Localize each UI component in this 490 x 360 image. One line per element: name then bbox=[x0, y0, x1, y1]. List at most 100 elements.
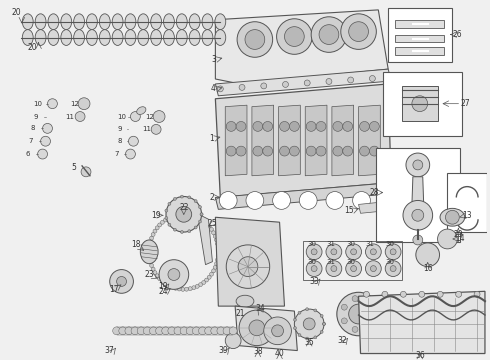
Ellipse shape bbox=[74, 14, 85, 30]
Circle shape bbox=[213, 234, 217, 238]
Circle shape bbox=[360, 146, 369, 156]
Circle shape bbox=[229, 327, 237, 335]
Ellipse shape bbox=[215, 14, 226, 30]
Text: 7: 7 bbox=[28, 138, 33, 144]
Circle shape bbox=[474, 291, 480, 297]
Circle shape bbox=[215, 262, 219, 266]
Text: 40: 40 bbox=[275, 349, 284, 358]
Circle shape bbox=[216, 242, 220, 246]
Circle shape bbox=[188, 230, 191, 233]
Circle shape bbox=[198, 327, 206, 335]
Circle shape bbox=[306, 244, 322, 260]
Circle shape bbox=[285, 27, 304, 46]
Circle shape bbox=[147, 256, 151, 260]
Text: 28: 28 bbox=[369, 188, 379, 197]
Circle shape bbox=[149, 327, 157, 335]
Ellipse shape bbox=[61, 14, 72, 30]
Circle shape bbox=[41, 136, 50, 146]
Text: 14: 14 bbox=[456, 234, 465, 243]
Circle shape bbox=[168, 202, 171, 205]
Circle shape bbox=[456, 291, 462, 297]
Circle shape bbox=[366, 261, 381, 276]
Circle shape bbox=[385, 244, 401, 260]
Text: 1: 1 bbox=[209, 134, 214, 143]
Circle shape bbox=[193, 327, 200, 335]
Text: 29: 29 bbox=[453, 230, 463, 239]
Circle shape bbox=[155, 226, 159, 230]
Text: 19: 19 bbox=[158, 282, 168, 291]
Circle shape bbox=[207, 224, 211, 228]
Circle shape bbox=[159, 260, 189, 289]
Circle shape bbox=[125, 327, 133, 335]
Circle shape bbox=[311, 17, 347, 52]
Polygon shape bbox=[332, 105, 354, 176]
Text: 24: 24 bbox=[158, 287, 168, 296]
Circle shape bbox=[406, 153, 430, 177]
Text: 11: 11 bbox=[142, 126, 151, 132]
Polygon shape bbox=[216, 183, 393, 210]
Circle shape bbox=[168, 269, 180, 280]
Text: 30: 30 bbox=[386, 259, 394, 265]
Circle shape bbox=[149, 264, 153, 267]
Ellipse shape bbox=[202, 14, 213, 30]
Ellipse shape bbox=[61, 30, 72, 45]
Circle shape bbox=[314, 336, 317, 339]
Circle shape bbox=[416, 243, 440, 267]
Circle shape bbox=[236, 121, 246, 131]
Circle shape bbox=[181, 287, 185, 291]
Circle shape bbox=[276, 19, 312, 54]
Circle shape bbox=[298, 334, 301, 337]
Circle shape bbox=[239, 310, 274, 346]
Circle shape bbox=[320, 330, 323, 333]
Circle shape bbox=[333, 146, 343, 156]
Circle shape bbox=[306, 261, 322, 276]
Circle shape bbox=[349, 22, 368, 41]
Circle shape bbox=[137, 327, 145, 335]
Circle shape bbox=[170, 215, 174, 219]
Ellipse shape bbox=[215, 30, 226, 45]
Circle shape bbox=[413, 235, 423, 245]
Text: 32: 32 bbox=[337, 336, 346, 345]
Circle shape bbox=[165, 216, 168, 220]
Circle shape bbox=[195, 284, 199, 288]
Text: 30: 30 bbox=[308, 259, 317, 265]
Circle shape bbox=[370, 249, 376, 255]
Circle shape bbox=[188, 287, 192, 291]
Circle shape bbox=[306, 121, 316, 131]
Text: 30: 30 bbox=[308, 241, 317, 247]
Polygon shape bbox=[412, 177, 424, 206]
Circle shape bbox=[210, 272, 214, 276]
Circle shape bbox=[216, 246, 220, 250]
Text: 31: 31 bbox=[326, 259, 336, 265]
Circle shape bbox=[326, 244, 342, 260]
Circle shape bbox=[173, 197, 176, 201]
Circle shape bbox=[346, 261, 362, 276]
Circle shape bbox=[272, 192, 291, 210]
Circle shape bbox=[117, 276, 126, 286]
Ellipse shape bbox=[112, 14, 123, 30]
Circle shape bbox=[225, 333, 241, 348]
Circle shape bbox=[306, 146, 316, 156]
Circle shape bbox=[177, 287, 181, 291]
Circle shape bbox=[158, 277, 162, 281]
Circle shape bbox=[319, 25, 339, 44]
Circle shape bbox=[348, 77, 354, 83]
Ellipse shape bbox=[164, 14, 174, 30]
Circle shape bbox=[148, 260, 152, 264]
Ellipse shape bbox=[99, 30, 110, 45]
Circle shape bbox=[366, 244, 381, 260]
Circle shape bbox=[177, 213, 181, 217]
Circle shape bbox=[371, 311, 377, 317]
Text: 10: 10 bbox=[117, 113, 126, 120]
Text: 4: 4 bbox=[211, 84, 216, 93]
Circle shape bbox=[144, 327, 151, 335]
Circle shape bbox=[369, 76, 375, 81]
Circle shape bbox=[403, 201, 433, 230]
Circle shape bbox=[119, 327, 127, 335]
Circle shape bbox=[213, 265, 217, 269]
Circle shape bbox=[360, 121, 369, 131]
Circle shape bbox=[128, 136, 138, 146]
Circle shape bbox=[342, 304, 347, 310]
Text: 31: 31 bbox=[366, 241, 375, 247]
Ellipse shape bbox=[151, 14, 162, 30]
